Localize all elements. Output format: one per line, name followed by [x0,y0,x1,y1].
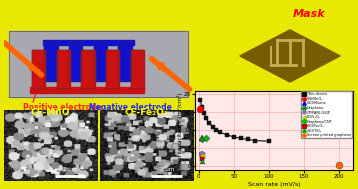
X-axis label: Scan rate (mV/s): Scan rate (mV/s) [248,182,300,187]
Polygon shape [106,50,119,89]
Polygon shape [131,50,144,89]
This device [266,140,271,142]
Text: 2 μm: 2 μm [63,167,78,172]
This device [217,131,222,133]
Bar [43,40,134,45]
Text: Negative electrode: Negative electrode [89,103,172,112]
This device [246,138,250,141]
Y-axis label: Areal capacitance (mF/cm²): Areal capacitance (mF/cm²) [176,92,183,169]
Text: Positive electrode: Positive electrode [23,103,101,112]
This device [214,129,218,131]
Line: This device: This device [198,97,271,144]
Polygon shape [94,42,107,81]
This device [203,117,208,119]
Polygon shape [44,42,58,81]
Polygon shape [9,31,188,97]
Polygon shape [81,50,95,89]
Text: CF-Fe₂O₃: CF-Fe₂O₃ [125,108,169,117]
This device [200,106,204,108]
Polygon shape [57,50,70,89]
Text: 2 μm: 2 μm [160,167,174,172]
Bar [30,87,144,93]
Polygon shape [240,30,340,82]
This device [198,99,202,101]
Polygon shape [69,42,82,81]
This device [232,136,236,138]
This device [224,134,229,136]
This device [211,126,215,128]
This device [252,139,257,142]
Polygon shape [32,50,45,89]
Legend: This device, VNi/MnO₂, rGO/Mxene, Graphene, GP/PANI-G/GP, EG/V₂O₅, Graphene/CNT,: This device, VNi/MnO₂, rGO/Mxene, Graphe… [301,91,352,138]
This device [202,112,206,114]
This device [207,122,211,124]
Text: CF-MnO: CF-MnO [30,108,70,117]
Text: Mask: Mask [292,9,325,19]
This device [238,137,243,139]
Polygon shape [118,42,132,81]
